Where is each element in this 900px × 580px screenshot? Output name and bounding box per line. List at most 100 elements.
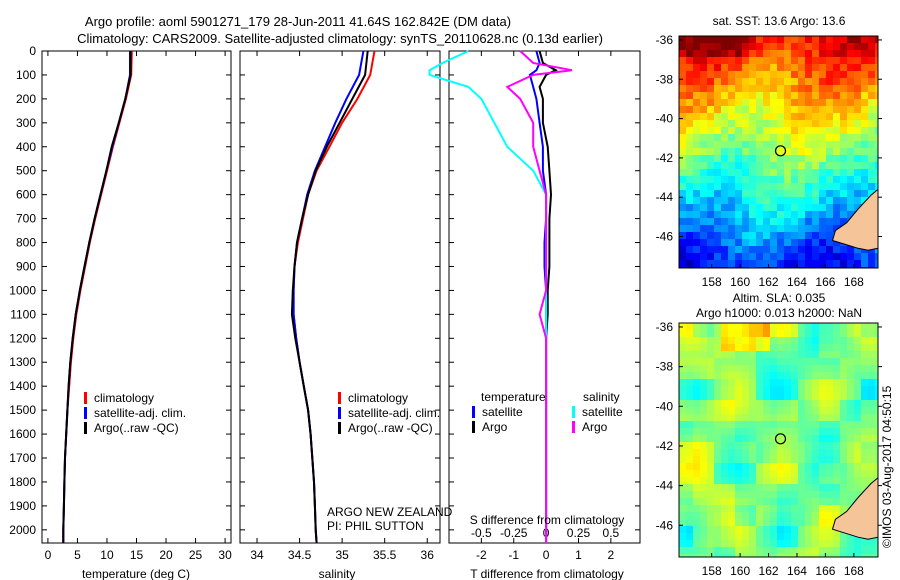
sla-map-cell bbox=[763, 323, 770, 330]
sla-map-cell bbox=[847, 547, 854, 554]
sst-map-cell bbox=[833, 64, 840, 71]
sst-map-cell bbox=[756, 190, 763, 197]
sst-map-cell bbox=[777, 50, 784, 57]
sla-map-cell bbox=[693, 491, 700, 498]
sst-map-cell bbox=[833, 57, 840, 64]
sst-map-cell bbox=[693, 57, 700, 64]
sst-map-cell bbox=[728, 176, 735, 183]
sla-map-cell bbox=[714, 330, 721, 337]
sst-map-cell bbox=[847, 204, 854, 211]
sst-map-cell bbox=[700, 232, 707, 239]
sst-map-cell bbox=[833, 113, 840, 120]
sla-map-cell bbox=[868, 407, 875, 414]
sla-map-cell bbox=[798, 533, 805, 540]
sla-map-cell bbox=[700, 505, 707, 512]
sst-map-cell bbox=[805, 176, 812, 183]
sla-map-cell bbox=[819, 498, 826, 505]
sla-map-cell bbox=[840, 435, 847, 442]
sla-map-cell bbox=[798, 484, 805, 491]
sst-map-cell bbox=[679, 169, 686, 176]
sst-map-cell bbox=[798, 232, 805, 239]
sla-map-cell bbox=[728, 365, 735, 372]
sst-map-cell bbox=[756, 155, 763, 162]
sst-map-cell bbox=[735, 120, 742, 127]
sla-map-cell bbox=[707, 512, 714, 519]
sla-map-cell bbox=[826, 491, 833, 498]
sst-map-cell bbox=[791, 169, 798, 176]
sla-map-cell bbox=[742, 449, 749, 456]
sla-map-cell bbox=[875, 470, 878, 477]
sst-map-cell bbox=[805, 197, 812, 204]
sla-map-cell bbox=[714, 365, 721, 372]
sst-map-cell bbox=[875, 99, 878, 106]
sla-map-cell bbox=[784, 358, 791, 365]
sla-map-cell bbox=[707, 351, 714, 358]
sst-map-cell bbox=[791, 113, 798, 120]
sst-map-cell bbox=[679, 253, 686, 260]
sla-map-cell bbox=[742, 547, 749, 554]
sst-map-cell bbox=[770, 260, 777, 267]
sla-map-cell bbox=[833, 428, 840, 435]
sst-map-cell bbox=[756, 106, 763, 113]
sla-map-cell bbox=[833, 414, 840, 421]
sla-map-cell bbox=[707, 428, 714, 435]
sst-map-cell bbox=[854, 169, 861, 176]
sst-map-cell bbox=[714, 113, 721, 120]
sla-map-cell bbox=[847, 428, 854, 435]
sla-map-cell bbox=[777, 512, 784, 519]
sla-map-cell bbox=[854, 540, 861, 547]
sla-map-cell bbox=[805, 365, 812, 372]
sla-map-cell bbox=[819, 365, 826, 372]
sla-map-cell bbox=[700, 463, 707, 470]
sla-map-cell bbox=[770, 491, 777, 498]
sla-map-cell bbox=[812, 421, 819, 428]
sst-map-lat-tick-label: -42 bbox=[656, 151, 674, 165]
sst-map-cell bbox=[707, 190, 714, 197]
sst-map-cell bbox=[826, 85, 833, 92]
sst-map-cell bbox=[700, 169, 707, 176]
sla-map-cell bbox=[819, 456, 826, 463]
sst-map-cell bbox=[847, 106, 854, 113]
sla-map-cell bbox=[714, 393, 721, 400]
sla-map-cell bbox=[875, 365, 878, 372]
sla-map-cell bbox=[833, 351, 840, 358]
sst-map-cell bbox=[763, 155, 770, 162]
sst-map-cell bbox=[749, 204, 756, 211]
sst-map-cell bbox=[861, 36, 868, 43]
sla-map-cell bbox=[735, 351, 742, 358]
sst-map-cell bbox=[679, 148, 686, 155]
sla-map-cell bbox=[833, 323, 840, 330]
sst-map-cell bbox=[735, 204, 742, 211]
sst-map-cell bbox=[875, 127, 878, 134]
sla-map-cell bbox=[707, 442, 714, 449]
sla-map-cell bbox=[805, 449, 812, 456]
sla-map-cell bbox=[735, 400, 742, 407]
sla-map-cell bbox=[840, 540, 847, 547]
sst-map-cell bbox=[868, 78, 875, 85]
sla-map-cell bbox=[854, 323, 861, 330]
sla-map-cell bbox=[749, 351, 756, 358]
sla-map-cell bbox=[756, 358, 763, 365]
sst-map-cell bbox=[777, 211, 784, 218]
sst-map-cell bbox=[847, 260, 854, 267]
depth-tick-label: 1400 bbox=[9, 379, 36, 393]
sst-map-cell bbox=[679, 99, 686, 106]
sst-map-cell bbox=[686, 246, 693, 253]
sla-map-cell bbox=[728, 323, 735, 330]
sst-map-axes-box bbox=[678, 35, 879, 269]
sla-map-cell bbox=[679, 526, 686, 533]
sst-map-cell bbox=[854, 141, 861, 148]
sst-map-cell bbox=[868, 183, 875, 190]
sst-map-cell bbox=[714, 64, 721, 71]
sst-map-cell bbox=[707, 127, 714, 134]
sla-map-cell bbox=[714, 414, 721, 421]
sla-map-cell bbox=[686, 358, 693, 365]
sla-map-cell bbox=[700, 519, 707, 526]
sla-map-cell bbox=[749, 547, 756, 554]
sst-map-cell bbox=[735, 57, 742, 64]
sst-map-cell bbox=[840, 246, 847, 253]
sla-map-cell bbox=[833, 435, 840, 442]
sst-map-cell bbox=[798, 176, 805, 183]
sst-map-cell bbox=[868, 106, 875, 113]
sst-map-cell bbox=[721, 155, 728, 162]
